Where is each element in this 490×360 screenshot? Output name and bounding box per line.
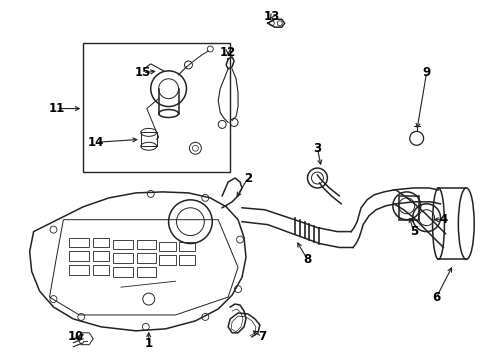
Text: 6: 6 — [432, 291, 441, 303]
Text: 1: 1 — [145, 337, 153, 350]
Text: 3: 3 — [314, 142, 321, 155]
Text: 13: 13 — [264, 10, 280, 23]
Text: 11: 11 — [49, 102, 65, 115]
Text: 2: 2 — [244, 171, 252, 185]
Text: 7: 7 — [258, 330, 266, 343]
Text: 10: 10 — [68, 330, 84, 343]
Text: 15: 15 — [135, 66, 151, 79]
Text: 8: 8 — [303, 253, 312, 266]
Text: 14: 14 — [88, 136, 104, 149]
Text: 4: 4 — [440, 213, 447, 226]
Text: 5: 5 — [410, 225, 418, 238]
Text: 12: 12 — [220, 46, 236, 59]
Text: 9: 9 — [422, 66, 431, 79]
